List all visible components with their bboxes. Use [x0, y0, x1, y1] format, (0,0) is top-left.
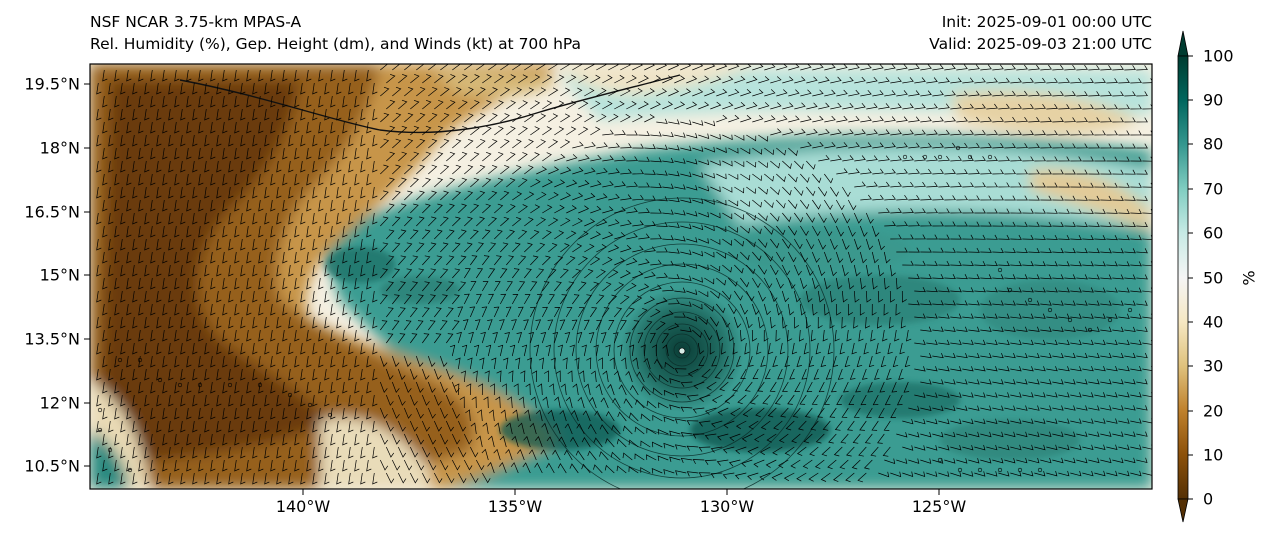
map-frame — [89, 63, 1153, 490]
colorbar-tick-20: 20 — [1203, 401, 1224, 421]
lat-label-10-5n: 10.5°N — [24, 456, 80, 476]
lat-label-18n: 18°N — [39, 138, 80, 158]
lat-label-12n: 12°N — [39, 393, 80, 413]
colorbar-tick-80: 80 — [1203, 134, 1224, 154]
colorbar-extend-max — [1177, 30, 1189, 57]
colorbar-tick-60: 60 — [1203, 223, 1224, 243]
lat-label-16-5n: 16.5°N — [24, 202, 80, 222]
cyclone-wind-rings — [529, 197, 835, 489]
colorbar-label: % — [1239, 270, 1259, 286]
colorbar-tick-10: 10 — [1203, 445, 1224, 465]
lon-label-140w: 140°W — [275, 497, 331, 516]
colorbar-tick-100: 100 — [1203, 46, 1234, 66]
colorbar-tick-50: 50 — [1203, 268, 1224, 288]
lat-label-13-5n: 13.5°N — [24, 329, 80, 349]
lon-label-125w: 125°W — [911, 497, 967, 516]
fields-subtitle: Rel. Humidity (%), Gep. Height (dm), and… — [90, 35, 582, 53]
colorbar-tick-70: 70 — [1203, 179, 1224, 199]
axis-ticks — [84, 83, 940, 495]
height-contour — [179, 74, 681, 134]
colorbar-tick-40: 40 — [1203, 312, 1224, 332]
colorbar-tick-90: 90 — [1203, 90, 1224, 110]
lon-label-130w: 130°W — [699, 497, 755, 516]
rh-field — [90, 64, 1152, 489]
lon-label-135w: 135°W — [487, 497, 543, 516]
wind-barbs — [96, 64, 1152, 485]
colorbar — [1177, 30, 1193, 523]
colorbar-tick-30: 30 — [1203, 356, 1224, 376]
cyclone-eye — [678, 347, 686, 355]
lat-label-19-5n: 19.5°N — [24, 74, 80, 94]
colorbar-ramp — [1177, 55, 1189, 500]
model-title: NSF NCAR 3.75-km MPAS-A — [90, 13, 302, 31]
init-time: Init: 2025-09-01 00:00 UTC — [941, 13, 1152, 31]
colorbar-tick-0: 0 — [1203, 489, 1214, 509]
valid-time: Valid: 2025-09-03 21:00 UTC — [929, 35, 1152, 53]
lat-label-15n: 15°N — [39, 265, 80, 285]
colorbar-extend-min — [1177, 498, 1189, 523]
